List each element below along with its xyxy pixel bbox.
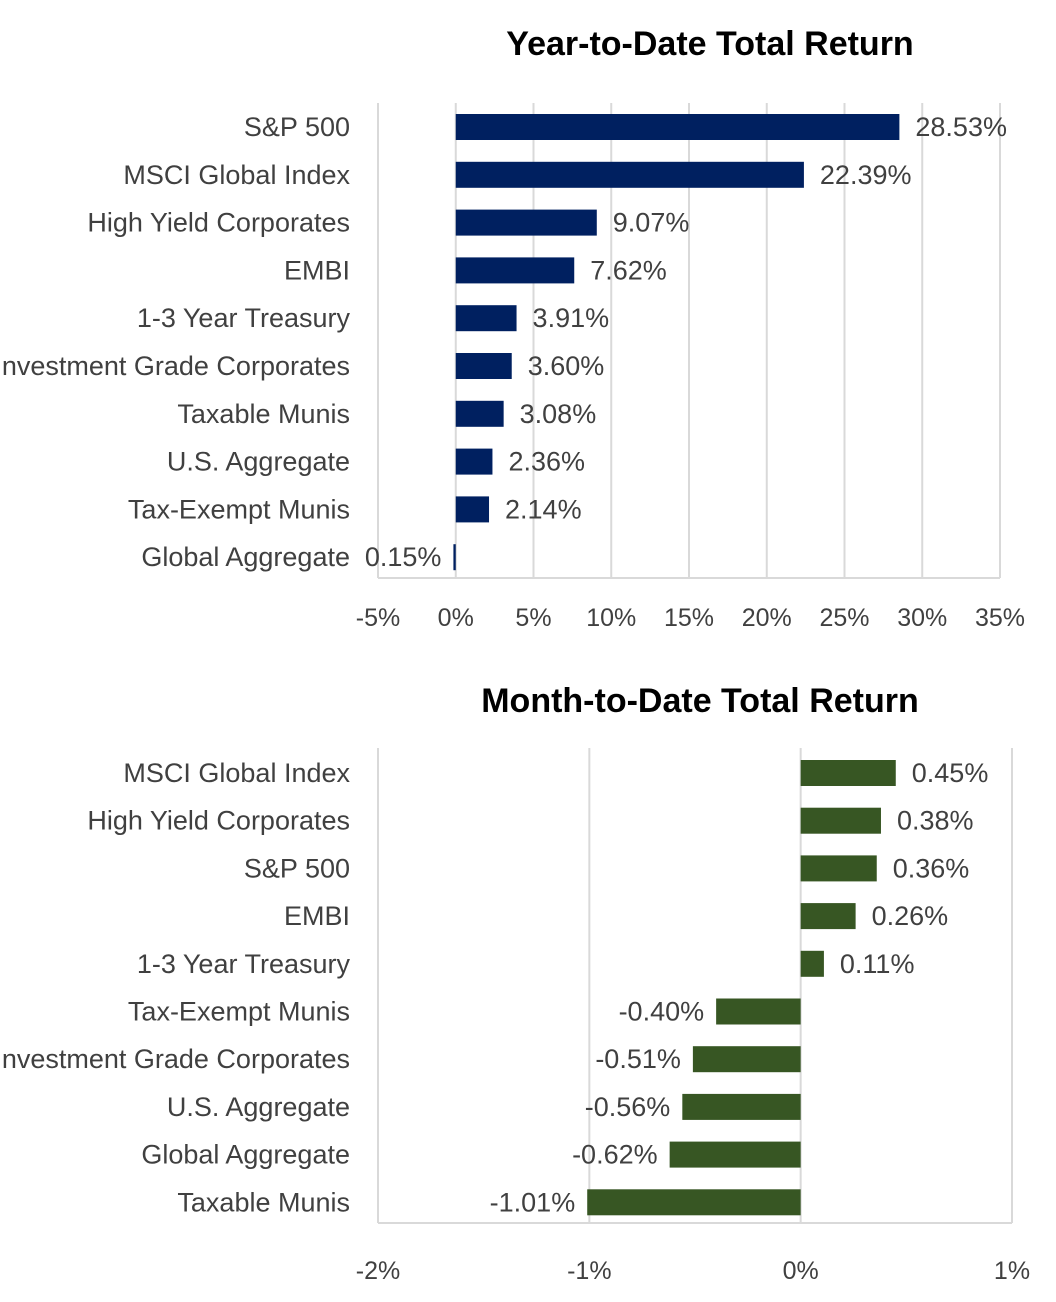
value-label: 0.26% [872, 901, 949, 931]
category-label: Global Aggregate [141, 1140, 350, 1170]
bar [455, 400, 504, 427]
category-label: MSCI Global Index [123, 160, 350, 190]
category-label: High Yield Corporates [87, 208, 350, 238]
category-label: EMBI [284, 901, 350, 931]
bar [800, 950, 824, 977]
category-label: High Yield Corporates [87, 806, 350, 836]
category-label: Taxable Munis [177, 1187, 350, 1217]
x-tick-label: 0% [783, 1257, 819, 1285]
bar [453, 544, 456, 571]
bar [716, 998, 801, 1025]
bar [455, 353, 512, 379]
x-tick-label: 25% [819, 604, 869, 632]
bar [669, 1141, 801, 1168]
category-label: U.S. Aggregate [167, 447, 350, 477]
value-label: 3.91% [533, 303, 610, 333]
x-tick-label: -5% [356, 604, 400, 632]
category-label: U.S. Aggregate [167, 1092, 350, 1122]
category-label: Tax-Exempt Munis [128, 494, 350, 524]
x-tick-label: 0% [438, 604, 474, 632]
bar [455, 161, 804, 188]
x-tick-label: 20% [742, 604, 792, 632]
value-label: -0.62% [572, 1140, 658, 1170]
bar [800, 903, 856, 930]
x-tick-label: 15% [664, 604, 714, 632]
bar [455, 209, 597, 236]
category-label: Tax-Exempt Munis [128, 997, 350, 1027]
ytd-chart: Year-to-Date Total Return -5% 0% 5% 10% 15% 20… [0, 25, 1025, 632]
bar [800, 855, 877, 882]
bar [692, 1046, 801, 1073]
category-label: 1-3 Year Treasury [137, 303, 351, 333]
category-label: Investment Grade Corporates [0, 351, 350, 381]
x-tick-label: 35% [975, 604, 1025, 632]
x-tick-label: 5% [515, 604, 551, 632]
mtd-chart: Month-to-Date Total Return -2% -1% 0% 1% MSCI… [0, 682, 1030, 1285]
value-label: 2.36% [508, 447, 585, 477]
bar [455, 114, 900, 140]
category-label: EMBI [284, 255, 350, 285]
category-label: MSCI Global Index [123, 758, 350, 788]
bar [455, 448, 493, 475]
value-label: 7.62% [590, 255, 667, 285]
value-label: -1.01% [490, 1187, 576, 1217]
chart-title: Year-to-Date Total Return [506, 25, 913, 63]
value-label: 9.07% [613, 208, 690, 238]
value-label: 2.14% [505, 494, 582, 524]
category-label: 1-3 Year Treasury [137, 949, 351, 979]
x-tick-label: -1% [567, 1257, 611, 1285]
value-label: 0.38% [897, 806, 974, 836]
value-label: 0.36% [893, 853, 970, 883]
category-label: Investment Grade Corporates [0, 1044, 350, 1074]
x-tick-label: 30% [897, 604, 947, 632]
value-label: 22.39% [820, 160, 912, 190]
category-label: Taxable Munis [177, 399, 350, 429]
value-label: 3.60% [528, 351, 605, 381]
value-label: -0.51% [595, 1044, 681, 1074]
x-tick-label: 1% [994, 1257, 1030, 1285]
chart-title: Month-to-Date Total Return [481, 682, 919, 720]
value-label: 3.08% [520, 399, 597, 429]
value-label: 0.45% [912, 758, 989, 788]
bar [455, 257, 575, 284]
value-label: 28.53% [915, 112, 1007, 142]
bar [800, 760, 896, 786]
category-label: S&P 500 [244, 112, 350, 142]
x-tick-label: 10% [586, 604, 636, 632]
category-label: S&P 500 [244, 853, 350, 883]
value-label: -0.40% [619, 997, 705, 1027]
bar [800, 807, 881, 834]
bar [455, 496, 490, 523]
bar [682, 1093, 801, 1120]
value-label: 0.15% [365, 542, 442, 572]
x-tick-label: -2% [356, 1257, 400, 1285]
category-label: Global Aggregate [141, 542, 350, 572]
value-label: 0.11% [840, 949, 915, 979]
bar [587, 1189, 801, 1216]
bar [455, 305, 517, 332]
value-label: -0.56% [585, 1092, 671, 1122]
